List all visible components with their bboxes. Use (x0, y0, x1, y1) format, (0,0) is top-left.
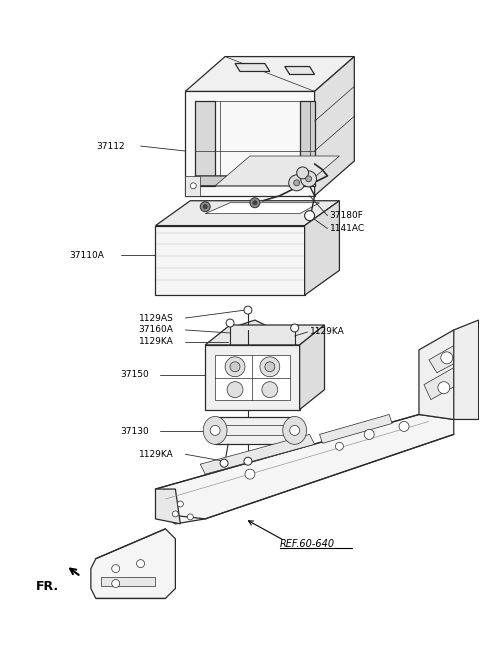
Text: 1129KA: 1129KA (310, 328, 344, 337)
Circle shape (305, 211, 314, 221)
Polygon shape (419, 330, 479, 419)
Polygon shape (454, 320, 479, 419)
Polygon shape (156, 200, 339, 225)
Text: 37180F: 37180F (329, 211, 363, 220)
Polygon shape (156, 489, 180, 524)
Circle shape (300, 171, 316, 187)
Circle shape (290, 426, 300, 436)
Text: REF.60-640: REF.60-640 (280, 539, 335, 549)
Circle shape (244, 457, 252, 465)
Text: FR.: FR. (36, 580, 60, 593)
Circle shape (200, 202, 210, 212)
Circle shape (187, 514, 193, 520)
Polygon shape (215, 417, 295, 444)
Circle shape (220, 459, 228, 467)
Polygon shape (215, 156, 339, 186)
Polygon shape (205, 203, 320, 214)
Polygon shape (205, 345, 300, 409)
Circle shape (210, 426, 220, 436)
Polygon shape (185, 176, 200, 196)
Circle shape (203, 205, 207, 209)
Circle shape (226, 319, 234, 327)
Polygon shape (225, 320, 275, 342)
Polygon shape (195, 102, 215, 186)
Circle shape (230, 362, 240, 372)
Polygon shape (320, 415, 392, 443)
Polygon shape (235, 64, 270, 71)
Polygon shape (195, 176, 305, 186)
Circle shape (253, 200, 257, 205)
Circle shape (294, 180, 300, 186)
Polygon shape (185, 92, 314, 196)
Circle shape (245, 469, 255, 479)
Ellipse shape (203, 417, 227, 444)
Polygon shape (215, 355, 290, 400)
Polygon shape (429, 340, 471, 373)
Text: 37112: 37112 (96, 141, 124, 151)
Polygon shape (424, 365, 467, 400)
Circle shape (399, 421, 409, 432)
Ellipse shape (283, 417, 307, 444)
Polygon shape (314, 56, 354, 196)
Polygon shape (205, 325, 324, 345)
Polygon shape (285, 67, 314, 75)
Circle shape (137, 559, 144, 568)
Circle shape (438, 382, 450, 394)
Polygon shape (91, 529, 175, 599)
Text: 1129AS: 1129AS (139, 314, 173, 322)
Circle shape (288, 175, 305, 191)
Circle shape (112, 565, 120, 572)
Polygon shape (300, 325, 324, 409)
Polygon shape (156, 415, 454, 524)
Polygon shape (156, 225, 305, 295)
Circle shape (244, 306, 252, 314)
Text: 37160A: 37160A (139, 326, 173, 335)
Text: 37130: 37130 (120, 427, 149, 436)
Circle shape (262, 382, 278, 398)
Circle shape (225, 357, 245, 377)
Text: 37150: 37150 (120, 370, 149, 379)
Circle shape (336, 442, 343, 450)
Circle shape (250, 198, 260, 208)
Text: 37110A: 37110A (69, 251, 104, 260)
Circle shape (227, 382, 243, 398)
Circle shape (441, 352, 453, 364)
Circle shape (178, 501, 183, 507)
Text: 1141AC: 1141AC (329, 224, 365, 233)
Circle shape (364, 430, 374, 440)
Circle shape (172, 511, 179, 517)
Polygon shape (101, 576, 156, 586)
Circle shape (265, 362, 275, 372)
Circle shape (306, 176, 312, 182)
Circle shape (297, 167, 309, 179)
Polygon shape (305, 200, 339, 295)
Polygon shape (185, 56, 354, 92)
Polygon shape (200, 434, 314, 474)
Circle shape (112, 580, 120, 588)
Circle shape (190, 183, 196, 189)
Circle shape (291, 324, 299, 332)
Circle shape (260, 357, 280, 377)
Text: 1129KA: 1129KA (139, 337, 173, 346)
Text: 1129KA: 1129KA (139, 450, 173, 458)
Polygon shape (300, 102, 314, 186)
